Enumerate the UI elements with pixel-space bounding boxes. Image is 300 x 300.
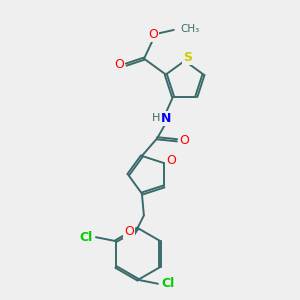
Text: CH₃: CH₃ [180, 24, 199, 34]
Text: S: S [183, 51, 192, 64]
Text: H: H [152, 113, 160, 124]
Text: O: O [148, 28, 158, 41]
Text: O: O [179, 134, 189, 147]
Text: Cl: Cl [80, 231, 93, 244]
Text: O: O [166, 154, 176, 166]
Text: Cl: Cl [161, 277, 175, 290]
Text: O: O [114, 58, 124, 71]
Text: O: O [124, 225, 134, 238]
Text: N: N [161, 112, 171, 125]
